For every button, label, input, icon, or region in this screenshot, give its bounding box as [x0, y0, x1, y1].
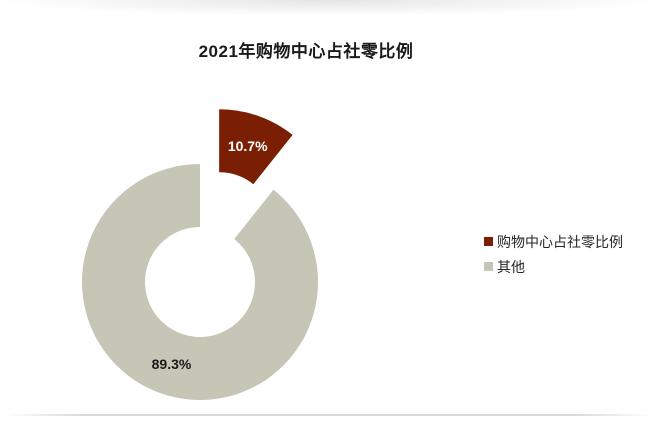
legend-label: 购物中心占社零比例: [497, 233, 623, 250]
bottom-divider: [6, 414, 653, 416]
legend-label: 其他: [497, 258, 525, 275]
slice-label-other: 89.3%: [151, 355, 192, 372]
legend-item-shopping-center: 购物中心占社零比例: [484, 233, 623, 250]
legend-swatch-icon: [484, 237, 493, 246]
legend-item-other: 其他: [484, 258, 623, 275]
pie-slice-0: [219, 109, 293, 185]
pie-slice-1: [81, 164, 318, 400]
chart-legend: 购物中心占社零比例 其他: [484, 233, 623, 283]
slice-label-shopping-center: 10.7%: [227, 137, 268, 154]
legend-swatch-icon: [484, 262, 493, 271]
chart-title: 2021年购物中心占社零比例: [198, 42, 414, 61]
